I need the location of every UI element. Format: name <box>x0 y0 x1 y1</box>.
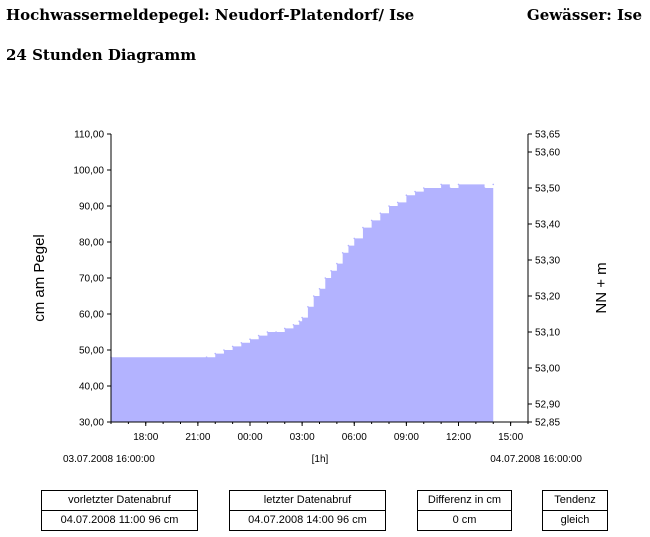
data-point <box>231 345 234 348</box>
data-point <box>266 331 269 333</box>
difference-box: Differenz in cm 0 cm <box>417 490 512 531</box>
data-point <box>379 212 382 214</box>
data-point <box>457 183 460 186</box>
data-point <box>405 194 408 196</box>
data-point <box>249 338 251 341</box>
last-retrieval-caption: letzter Datenabruf <box>230 491 385 511</box>
data-point <box>240 342 243 344</box>
previous-retrieval-value: 04.07.2008 11:00 96 cm <box>60 514 179 526</box>
data-point <box>318 288 321 290</box>
data-point <box>298 320 301 323</box>
axes-layer <box>107 133 532 426</box>
end-time-label: 04.07.2008 16:00:00 <box>490 454 582 465</box>
y-tick-label: 30,00 <box>79 418 104 429</box>
data-point <box>422 187 425 189</box>
x-axis-unit: [1h] <box>312 454 329 465</box>
data-point <box>388 205 390 207</box>
y-tick-label: 100,00 <box>73 166 104 177</box>
data-point <box>347 244 350 247</box>
data-point <box>341 252 344 254</box>
previous-retrieval-caption: vorletzter Datenabruf <box>42 491 197 511</box>
y-tick-label: 60,00 <box>79 310 104 321</box>
y2-tick-label: 53,50 <box>535 184 560 195</box>
y2-tick-label: 52,85 <box>535 418 560 429</box>
x-tick-label: 00:00 <box>237 432 262 443</box>
data-point <box>362 226 364 229</box>
data-point <box>312 295 315 297</box>
difference-value: 0 cm <box>452 514 477 526</box>
trend-box: Tendenz gleich <box>542 490 608 531</box>
data-point <box>223 349 225 351</box>
data-point <box>324 277 327 279</box>
y2-tick-label: 53,00 <box>535 364 560 375</box>
data-point <box>440 183 442 186</box>
y-tick-label: 70,00 <box>79 274 104 285</box>
water-body-label: Gewässer: Ise <box>526 6 642 24</box>
y-tick-label: 90,00 <box>79 202 104 213</box>
y2-tick-label: 53,10 <box>535 328 560 339</box>
y-tick-label: 50,00 <box>79 346 104 357</box>
y-tick-label: 110,00 <box>74 130 104 141</box>
y-tick-label: 80,00 <box>79 238 104 249</box>
last-retrieval-box: letzter Datenabruf 04.07.2008 14:00 96 c… <box>229 490 386 531</box>
y2-tick-label: 53,60 <box>535 148 560 159</box>
data-point <box>275 331 277 333</box>
x-tick-label: 15:00 <box>498 432 523 443</box>
trend-caption: Tendenz <box>543 491 607 511</box>
y2-tick-label: 53,30 <box>535 256 560 267</box>
data-point <box>353 237 356 240</box>
difference-caption: Differenz in cm <box>418 491 511 511</box>
x-tick-label: 18:00 <box>133 432 158 443</box>
y2-axis-title: NN + m <box>593 262 610 313</box>
data-point <box>292 324 295 326</box>
previous-retrieval-box: vorletzter Datenabruf 04.07.2008 11:00 9… <box>41 490 198 531</box>
data-point <box>301 316 303 319</box>
data-point <box>330 270 332 272</box>
data-point <box>307 306 309 308</box>
trend-value: gleich <box>560 514 590 526</box>
y2-tick-label: 53,40 <box>535 220 560 231</box>
x-tick-label: 21:00 <box>185 432 210 443</box>
y2-tick-label: 53,65 <box>535 130 560 141</box>
y2-tick-label: 53,20 <box>535 292 560 303</box>
area-layer <box>110 183 495 422</box>
data-point <box>283 327 286 330</box>
data-point <box>414 190 416 193</box>
start-time-label: 03.07.2008 16:00:00 <box>63 454 155 465</box>
y-tick-label: 40,00 <box>79 382 104 393</box>
data-point <box>205 356 208 359</box>
x-tick-label: 09:00 <box>394 432 419 443</box>
x-tick-label: 12:00 <box>446 432 471 443</box>
x-tick-label: 03:00 <box>290 432 315 443</box>
data-point <box>214 352 217 355</box>
station-title: Hochwassermeldepegel: Neudorf-Platendorf… <box>6 6 415 24</box>
data-point <box>370 219 373 222</box>
labels-layer: 30,00 40,00 50,00 60,00 70,00 80,00 90,00 100,0… <box>31 130 610 466</box>
data-point <box>396 201 399 204</box>
data-point <box>336 262 338 265</box>
x-tick-label: 06:00 <box>342 432 367 443</box>
water-level-area <box>111 184 494 422</box>
data-point <box>492 183 495 186</box>
data-point <box>257 334 260 337</box>
last-retrieval-value: 04.07.2008 14:00 96 cm <box>248 514 367 526</box>
diagram-title: 24 Stunden Diagramm <box>6 46 197 64</box>
data-point <box>483 187 486 189</box>
y2-tick-label: 52,90 <box>535 400 560 411</box>
y-axis-title: cm am Pegel <box>31 234 48 322</box>
data-point <box>449 187 451 189</box>
